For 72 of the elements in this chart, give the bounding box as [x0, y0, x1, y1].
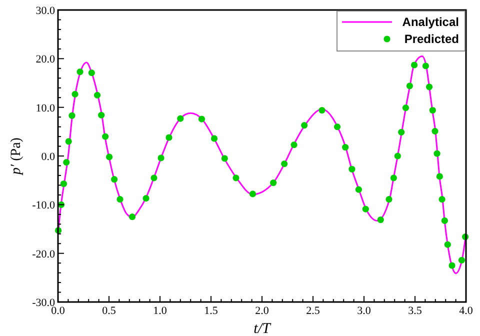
x-tick-label: 0.0 — [51, 305, 66, 317]
x-tick-label: 4.0 — [459, 305, 474, 317]
y-tick-label: 0.0 — [41, 151, 56, 163]
point — [111, 176, 118, 183]
x-tick-label: 1.0 — [153, 305, 168, 317]
point — [398, 128, 405, 136]
y-axis-title: p′ (Pa) — [9, 137, 24, 176]
point — [94, 92, 101, 98]
point — [72, 90, 78, 98]
legend-label: Predicted — [404, 32, 459, 46]
point — [60, 180, 68, 188]
point — [342, 144, 349, 151]
point — [436, 173, 443, 180]
point — [68, 112, 76, 119]
point — [128, 214, 136, 220]
point — [249, 190, 256, 198]
point — [394, 152, 401, 160]
point — [441, 217, 448, 224]
point — [348, 166, 356, 172]
x-tick-label: 2.0 — [255, 305, 270, 317]
point — [377, 216, 384, 224]
point — [355, 186, 362, 193]
point — [210, 135, 218, 142]
point — [290, 142, 298, 148]
point — [458, 256, 466, 264]
point — [98, 112, 105, 118]
point — [438, 196, 446, 203]
point — [448, 262, 456, 269]
point — [444, 241, 451, 248]
point — [158, 154, 164, 162]
point — [177, 115, 184, 122]
x-tick-label: 1.5 — [204, 305, 218, 317]
point — [301, 122, 308, 129]
point — [102, 133, 109, 140]
point — [402, 104, 410, 112]
point — [198, 116, 206, 122]
point — [116, 196, 124, 203]
point — [426, 84, 433, 90]
point — [65, 138, 72, 145]
point — [422, 62, 430, 70]
point — [270, 179, 277, 186]
y-tick-label: 30.0 — [36, 5, 56, 17]
x-tick-label: 3.0 — [357, 305, 372, 317]
x-axis-title: t/T — [254, 321, 272, 336]
point — [281, 160, 288, 168]
point — [386, 196, 392, 203]
y-tick-label: -20.0 — [32, 248, 56, 260]
point — [76, 68, 84, 76]
point — [334, 124, 341, 130]
y-tick-label: 20.0 — [36, 54, 56, 66]
point — [432, 128, 438, 134]
point — [221, 155, 228, 162]
point — [434, 150, 440, 157]
point — [142, 195, 150, 202]
x-tick-label: 2.5 — [306, 305, 320, 317]
y-tick-label: -10.0 — [32, 200, 56, 212]
point — [362, 206, 369, 212]
point — [390, 174, 397, 182]
y-tick-label: 10.0 — [36, 102, 56, 114]
point — [166, 134, 172, 141]
point — [232, 174, 240, 182]
point — [150, 174, 158, 182]
point — [410, 62, 418, 68]
x-tick-label: 3.5 — [408, 305, 422, 317]
point — [63, 159, 70, 166]
point — [429, 106, 436, 114]
x-tick-label: 0.5 — [102, 305, 116, 317]
point — [88, 69, 95, 76]
point — [318, 106, 326, 114]
legend-label: Analytical — [402, 15, 459, 29]
point — [106, 154, 113, 160]
point — [406, 82, 413, 90]
